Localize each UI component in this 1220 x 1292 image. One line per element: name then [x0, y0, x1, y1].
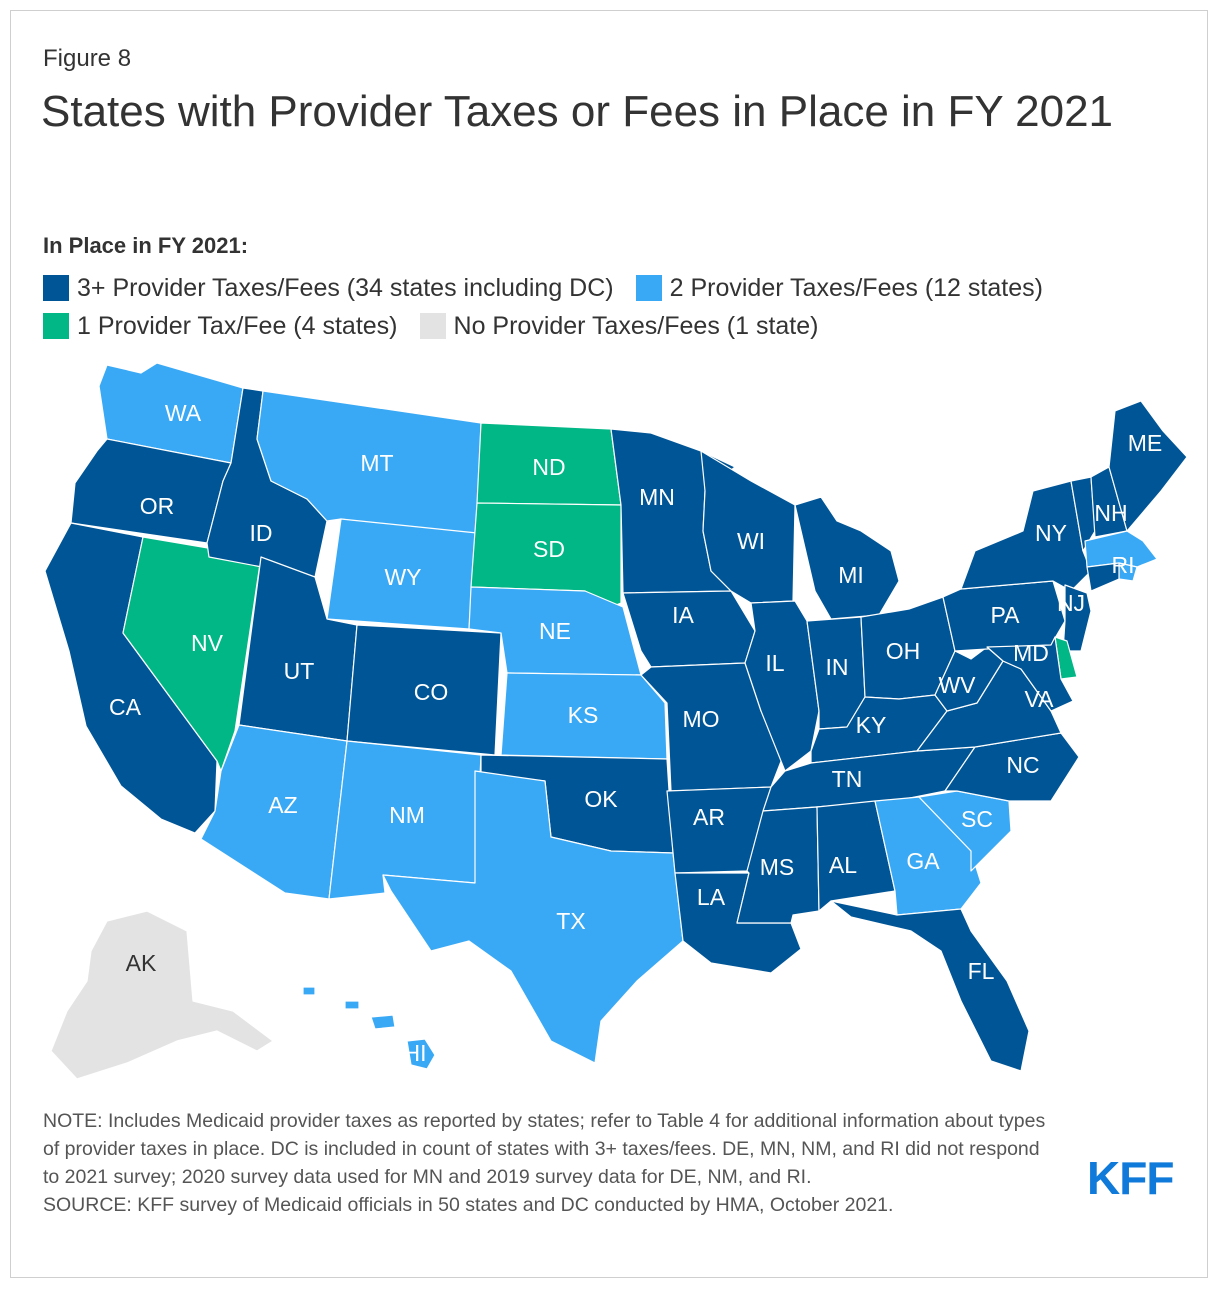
legend-swatch-3plus: [43, 275, 69, 301]
legend-label-1: 1 Provider Tax/Fee (4 states): [77, 311, 398, 340]
state-FL[interactable]: [830, 900, 1030, 1072]
legend-item-2[interactable]: 2 Provider Taxes/Fees (12 states): [635, 273, 1043, 303]
state-label-PA: PA: [991, 602, 1021, 628]
state-MD[interactable]: [986, 636, 1074, 712]
state-ME[interactable]: [1108, 400, 1188, 532]
state-label-MI: MI: [838, 562, 864, 588]
state-label-MT: MT: [360, 450, 393, 476]
state-label-WV: WV: [938, 672, 976, 698]
legend-label-3plus: 3+ Provider Taxes/Fees (34 states includ…: [77, 273, 614, 302]
legend-swatch-2: [635, 275, 662, 301]
state-label-OR: OR: [140, 493, 175, 519]
state-label-AK: AK: [126, 950, 157, 976]
legend-swatch-none: [419, 313, 446, 339]
figure-label: Figure 8: [43, 45, 132, 72]
state-AL[interactable]: [816, 800, 896, 912]
state-label-AR: AR: [693, 804, 725, 830]
legend-item-none[interactable]: No Provider Taxes/Fees (1 state): [419, 311, 819, 341]
state-label-NH: NH: [1094, 500, 1127, 526]
legend-item-3plus[interactable]: 3+ Provider Taxes/Fees (34 states includ…: [43, 274, 614, 303]
state-label-FL: FL: [968, 958, 995, 984]
kff-logo: KFF: [1087, 1152, 1174, 1204]
state-label-NM: NM: [389, 802, 425, 828]
state-label-GA: GA: [906, 848, 940, 874]
state-label-RI: RI: [1112, 552, 1135, 578]
legend: 3+ Provider Taxes/Fees (34 states includ…: [43, 269, 1193, 345]
state-HI-island[interactable]: [370, 1014, 396, 1030]
state-TX[interactable]: [382, 770, 684, 1064]
footnote: NOTE: Includes Medicaid provider taxes a…: [43, 1107, 1053, 1219]
state-label-VA: VA: [1025, 686, 1055, 712]
legend-heading: In Place in FY 2021:: [43, 233, 249, 258]
state-label-TX: TX: [556, 908, 585, 934]
state-label-OH: OH: [886, 638, 921, 664]
state-label-MS: MS: [760, 854, 795, 880]
state-NY[interactable]: [960, 480, 1092, 592]
source-text: SOURCE: KFF survey of Medicaid officials…: [43, 1194, 894, 1216]
state-MI[interactable]: [794, 496, 900, 620]
state-label-HI: HI: [404, 1040, 427, 1066]
state-label-ME: ME: [1128, 430, 1163, 456]
state-KS[interactable]: [500, 672, 668, 760]
state-label-SD: SD: [533, 536, 565, 562]
state-label-WY: WY: [384, 564, 421, 590]
state-HI[interactable]: [406, 1038, 436, 1070]
state-label-TN: TN: [832, 766, 863, 792]
state-label-MN: MN: [639, 484, 675, 510]
state-label-CA: CA: [109, 694, 142, 720]
legend-item-1[interactable]: 1 Provider Tax/Fee (4 states): [43, 312, 398, 341]
state-CT[interactable]: [1086, 562, 1120, 592]
state-label-AZ: AZ: [268, 792, 297, 818]
state-label-ND: ND: [532, 454, 565, 480]
state-label-KY: KY: [856, 712, 887, 738]
state-label-ID: ID: [250, 520, 273, 546]
state-label-IA: IA: [672, 602, 694, 628]
state-label-KS: KS: [568, 702, 599, 728]
state-WI[interactable]: [700, 450, 796, 604]
state-label-OK: OK: [584, 786, 618, 812]
state-label-LA: LA: [697, 884, 726, 910]
state-label-AL: AL: [829, 852, 857, 878]
state-label-WI: WI: [737, 528, 765, 554]
legend-label-none: No Provider Taxes/Fees (1 state): [453, 311, 819, 340]
state-label-NY: NY: [1035, 520, 1067, 546]
state-label-SC: SC: [961, 806, 993, 832]
state-label-UT: UT: [284, 658, 315, 684]
state-label-NE: NE: [539, 618, 571, 644]
state-label-WA: WA: [165, 400, 202, 426]
legend-label-2: 2 Provider Taxes/Fees (12 states): [669, 273, 1043, 302]
state-label-NJ: NJ: [1057, 590, 1085, 616]
state-IL[interactable]: [744, 600, 820, 772]
state-label-MO: MO: [682, 706, 719, 732]
state-NJ[interactable]: [1062, 584, 1092, 652]
state-label-MD: MD: [1013, 640, 1049, 666]
state-HI-island3[interactable]: [302, 986, 316, 996]
state-label-NC: NC: [1006, 752, 1039, 778]
state-HI-island2[interactable]: [344, 1000, 360, 1010]
state-label-NV: NV: [191, 630, 224, 656]
state-label-IN: IN: [826, 654, 849, 680]
figure-card: Figure 8 States with Provider Taxes or F…: [10, 10, 1208, 1278]
note-text: NOTE: Includes Medicaid provider taxes a…: [43, 1110, 1046, 1188]
state-label-IL: IL: [765, 650, 784, 676]
legend-swatch-1: [43, 313, 69, 339]
state-AK[interactable]: [50, 910, 274, 1080]
chart-title: States with Provider Taxes or Fees in Pl…: [41, 87, 1114, 136]
state-label-CO: CO: [414, 679, 449, 705]
us-map: WA OR CA NV ID MT WY UT AZ CO NM ND SD NE KS OK TX MN IA MO…: [11, 351, 1209, 1091]
